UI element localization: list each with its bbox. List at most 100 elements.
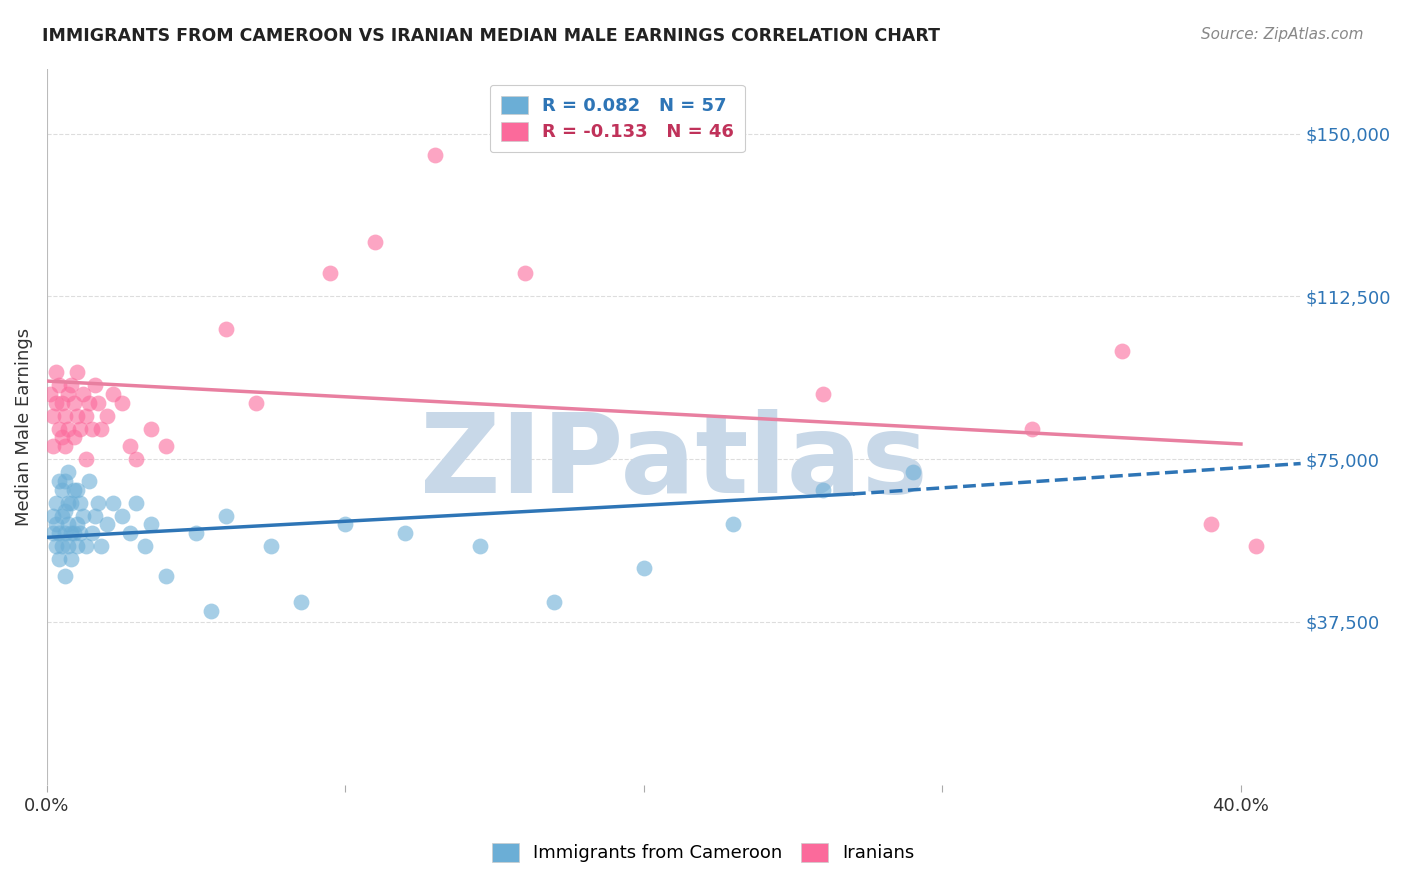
- Point: [48, 526, 70, 541]
- Point: [45, 495, 67, 509]
- Point: [1244, 539, 1267, 553]
- Point: [38, 387, 60, 401]
- Point: [75, 409, 97, 423]
- Y-axis label: Median Male Earnings: Median Male Earnings: [15, 327, 32, 525]
- Point: [72, 508, 94, 523]
- Point: [290, 595, 312, 609]
- Point: [110, 508, 132, 523]
- Point: [120, 439, 142, 453]
- Point: [59, 552, 82, 566]
- Point: [66, 483, 89, 497]
- Legend: Immigrants from Cameroon, Iranians: Immigrants from Cameroon, Iranians: [485, 836, 921, 870]
- Text: Source: ZipAtlas.com: Source: ZipAtlas.com: [1201, 27, 1364, 42]
- Point: [66, 517, 89, 532]
- Point: [101, 495, 124, 509]
- Point: [48, 422, 70, 436]
- Point: [66, 365, 89, 379]
- Point: [62, 483, 84, 497]
- Point: [200, 604, 222, 618]
- Point: [811, 483, 834, 497]
- Point: [45, 539, 67, 553]
- Point: [141, 517, 163, 532]
- Point: [75, 539, 97, 553]
- Point: [45, 396, 67, 410]
- Text: IMMIGRANTS FROM CAMEROON VS IRANIAN MEDIAN MALE EARNINGS CORRELATION CHART: IMMIGRANTS FROM CAMEROON VS IRANIAN MEDI…: [42, 27, 941, 45]
- Text: ZIPatlas: ZIPatlas: [420, 409, 928, 516]
- Point: [1021, 422, 1043, 436]
- Point: [215, 322, 238, 336]
- Point: [633, 560, 655, 574]
- Point: [80, 526, 103, 541]
- Point: [468, 539, 491, 553]
- Point: [75, 452, 97, 467]
- Point: [186, 526, 208, 541]
- Point: [83, 508, 105, 523]
- Point: [42, 439, 65, 453]
- Point: [56, 495, 79, 509]
- Point: [69, 495, 91, 509]
- Point: [69, 526, 91, 541]
- Point: [53, 504, 76, 518]
- Point: [62, 526, 84, 541]
- Point: [59, 526, 82, 541]
- Point: [811, 387, 834, 401]
- Point: [48, 552, 70, 566]
- Point: [53, 409, 76, 423]
- Point: [56, 539, 79, 553]
- Point: [45, 365, 67, 379]
- Point: [215, 508, 238, 523]
- Point: [134, 539, 156, 553]
- Point: [59, 495, 82, 509]
- Point: [72, 387, 94, 401]
- Point: [90, 422, 112, 436]
- Point: [96, 409, 118, 423]
- Point: [51, 539, 73, 553]
- Point: [80, 422, 103, 436]
- Point: [723, 517, 745, 532]
- Point: [335, 517, 357, 532]
- Legend: R = 0.082   N = 57, R = -0.133   N = 46: R = 0.082 N = 57, R = -0.133 N = 46: [489, 85, 745, 153]
- Point: [83, 378, 105, 392]
- Point: [42, 508, 65, 523]
- Point: [86, 495, 108, 509]
- Point: [51, 396, 73, 410]
- Point: [96, 517, 118, 532]
- Point: [120, 526, 142, 541]
- Point: [1111, 343, 1133, 358]
- Point: [319, 266, 342, 280]
- Point: [48, 474, 70, 488]
- Point: [53, 569, 76, 583]
- Point: [59, 378, 82, 392]
- Point: [155, 439, 177, 453]
- Point: [56, 517, 79, 532]
- Point: [62, 430, 84, 444]
- Point: [90, 539, 112, 553]
- Point: [77, 474, 100, 488]
- Point: [45, 517, 67, 532]
- Point: [125, 495, 148, 509]
- Point: [66, 539, 89, 553]
- Point: [53, 474, 76, 488]
- Point: [48, 378, 70, 392]
- Point: [1199, 517, 1222, 532]
- Point: [51, 483, 73, 497]
- Point: [53, 526, 76, 541]
- Point: [245, 396, 267, 410]
- Point: [86, 396, 108, 410]
- Point: [155, 569, 177, 583]
- Point: [110, 396, 132, 410]
- Point: [633, 104, 655, 119]
- Point: [423, 148, 446, 162]
- Point: [56, 387, 79, 401]
- Point: [543, 595, 565, 609]
- Point: [66, 409, 89, 423]
- Point: [260, 539, 283, 553]
- Point: [125, 452, 148, 467]
- Point: [42, 526, 65, 541]
- Point: [394, 526, 416, 541]
- Point: [56, 422, 79, 436]
- Point: [56, 465, 79, 479]
- Point: [513, 266, 536, 280]
- Point: [53, 439, 76, 453]
- Point: [51, 430, 73, 444]
